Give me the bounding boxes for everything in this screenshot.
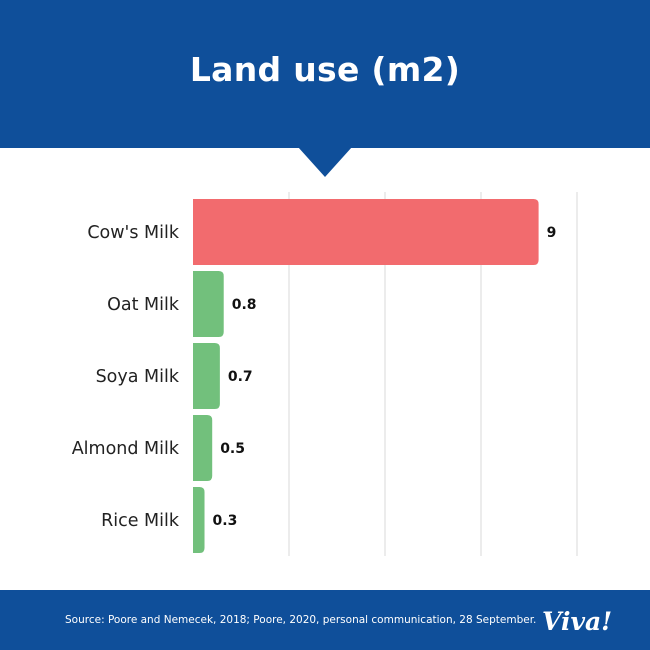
bar-0 bbox=[193, 199, 539, 265]
header-pointer-triangle bbox=[298, 147, 352, 177]
header-banner: Land use (m2) bbox=[0, 0, 650, 148]
source-citation: Source: Poore and Nemecek, 2018; Poore, … bbox=[65, 614, 537, 626]
category-label-0: Cow's Milk bbox=[87, 223, 180, 243]
value-label-0: 9 bbox=[547, 225, 557, 241]
svg-text:Viva!: Viva! bbox=[542, 607, 612, 636]
bar-2 bbox=[193, 343, 220, 409]
page-title: Land use (m2) bbox=[189, 50, 461, 89]
value-label-2: 0.7 bbox=[228, 369, 253, 385]
category-label-1: Oat Milk bbox=[107, 295, 180, 315]
value-label-3: 0.5 bbox=[220, 441, 245, 457]
category-label-2: Soya Milk bbox=[96, 367, 180, 387]
bar-4 bbox=[193, 487, 205, 553]
category-label-4: Rice Milk bbox=[101, 511, 180, 531]
value-label-4: 0.3 bbox=[213, 513, 238, 529]
viva-logo: Viva! bbox=[542, 607, 612, 636]
bar-3 bbox=[193, 415, 213, 481]
category-label-3: Almond Milk bbox=[72, 439, 180, 459]
bar-chart: Cow's Milk 9 Oat Milk 0.8 Soya Milk 0.7 Almond… bbox=[72, 192, 578, 556]
bar-1 bbox=[193, 271, 224, 337]
footer-bar: Source: Poore and Nemecek, 2018; Poore, … bbox=[0, 590, 650, 650]
value-label-1: 0.8 bbox=[232, 297, 257, 313]
